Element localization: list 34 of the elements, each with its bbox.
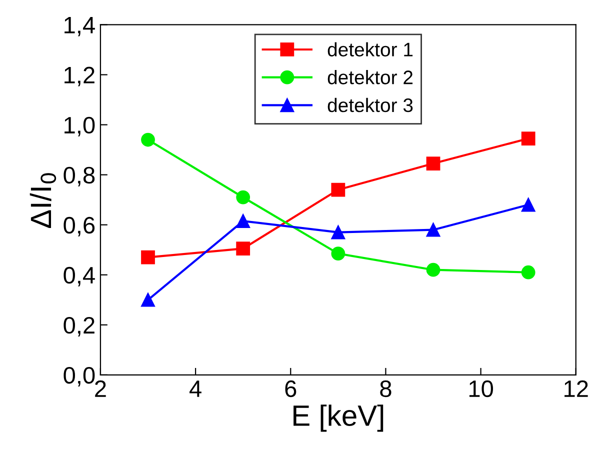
point bbox=[331, 182, 346, 197]
point bbox=[141, 132, 155, 147]
x-tick-label: 12 bbox=[564, 380, 588, 397]
point bbox=[331, 225, 346, 240]
x-tick-label: 2 bbox=[95, 380, 106, 397]
point bbox=[426, 156, 440, 170]
y-tick-label: 0,0 bbox=[64, 366, 95, 386]
point bbox=[521, 198, 536, 212]
point bbox=[426, 262, 440, 277]
y-tick-label: 0,8 bbox=[64, 166, 95, 186]
point bbox=[426, 222, 440, 237]
point bbox=[236, 242, 250, 256]
x-axis-title: E [keV] bbox=[294, 404, 384, 432]
point bbox=[331, 246, 346, 261]
x-tick-label: 10 bbox=[469, 380, 493, 398]
x-tick-label: 6 bbox=[285, 380, 296, 398]
point bbox=[141, 292, 155, 307]
legend-label: detektor 3 bbox=[328, 98, 413, 112]
legend-label: detektor 1 bbox=[328, 42, 413, 56]
point bbox=[521, 265, 536, 280]
y-axis-title: ΔI/I$_{0}$ bbox=[30, 173, 56, 228]
x-tick-label: 8 bbox=[380, 380, 392, 398]
y-tick-label: 1,2 bbox=[64, 66, 94, 86]
x-tick-label: 4 bbox=[190, 380, 202, 397]
y-tick-label: 1,4 bbox=[64, 17, 95, 36]
point bbox=[141, 250, 155, 264]
legend-label: detektor 2 bbox=[328, 70, 413, 84]
point bbox=[236, 214, 250, 228]
y-tick-label: 1,0 bbox=[64, 116, 95, 136]
point bbox=[236, 190, 250, 204]
y-tick-label: 0,4 bbox=[64, 266, 95, 286]
y-tick-label: 0,2 bbox=[64, 316, 94, 336]
point bbox=[521, 132, 536, 146]
y-tick-label: 0,6 bbox=[64, 216, 95, 236]
